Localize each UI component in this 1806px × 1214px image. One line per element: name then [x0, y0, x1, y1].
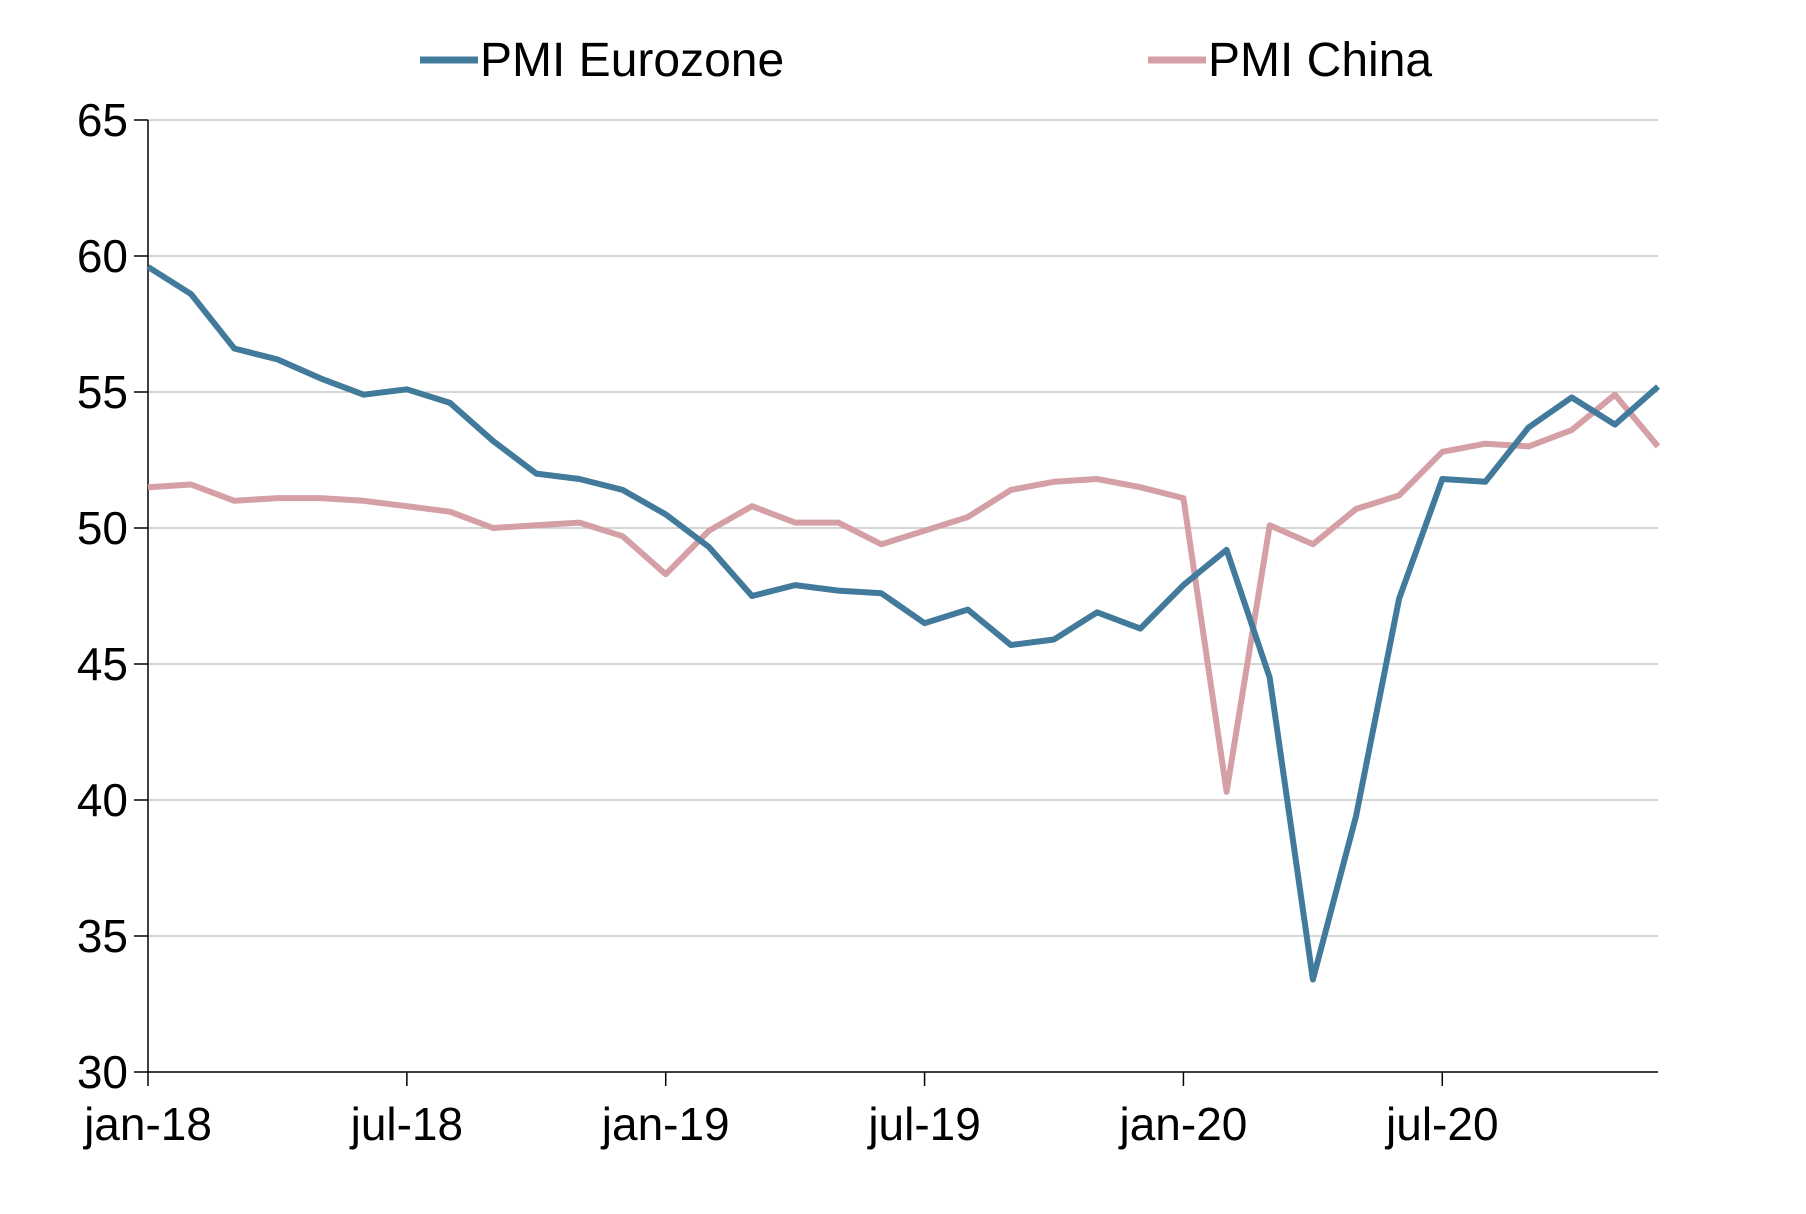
x-tick-label-jul-20: jul-20	[1384, 1098, 1499, 1150]
legend: PMI Eurozone PMI China	[420, 34, 1432, 87]
y-tick-label-55: 55	[77, 366, 128, 418]
y-tick-label-50: 50	[77, 502, 128, 554]
y-tick-label-60: 60	[77, 230, 128, 282]
series-lines	[146, 264, 1661, 983]
y-tick-label-45: 45	[77, 638, 128, 690]
y-tick-label-30: 30	[77, 1046, 128, 1098]
y-tick-label-40: 40	[77, 774, 128, 826]
legend-entry-china: PMI China	[1148, 34, 1432, 87]
x-tick-label-jan-19: jan-19	[600, 1098, 730, 1150]
x-tick-label-jul-19: jul-19	[866, 1098, 981, 1150]
legend-label-china: PMI China	[1208, 34, 1432, 87]
y-tick-label-65: 65	[77, 94, 128, 146]
x-axis: jan-18 jul-18 jan-19 jul-19 jan-20 jul-20	[82, 1071, 1658, 1150]
legend-entry-eurozone: PMI Eurozone	[420, 34, 784, 87]
series-line-pmi-eurozone	[146, 264, 1660, 983]
gridlines	[148, 119, 1658, 937]
series-line-pmi-china	[147, 391, 1661, 795]
y-axis: 30 35 40 45 50 55 60 65	[77, 94, 149, 1098]
x-tick-label-jul-18: jul-18	[349, 1098, 464, 1150]
x-tick-label-jan-18: jan-18	[82, 1098, 212, 1150]
x-tick-label-jan-20: jan-20	[1117, 1098, 1247, 1150]
y-tick-label-35: 35	[77, 910, 128, 962]
legend-label-eurozone: PMI Eurozone	[480, 34, 784, 87]
